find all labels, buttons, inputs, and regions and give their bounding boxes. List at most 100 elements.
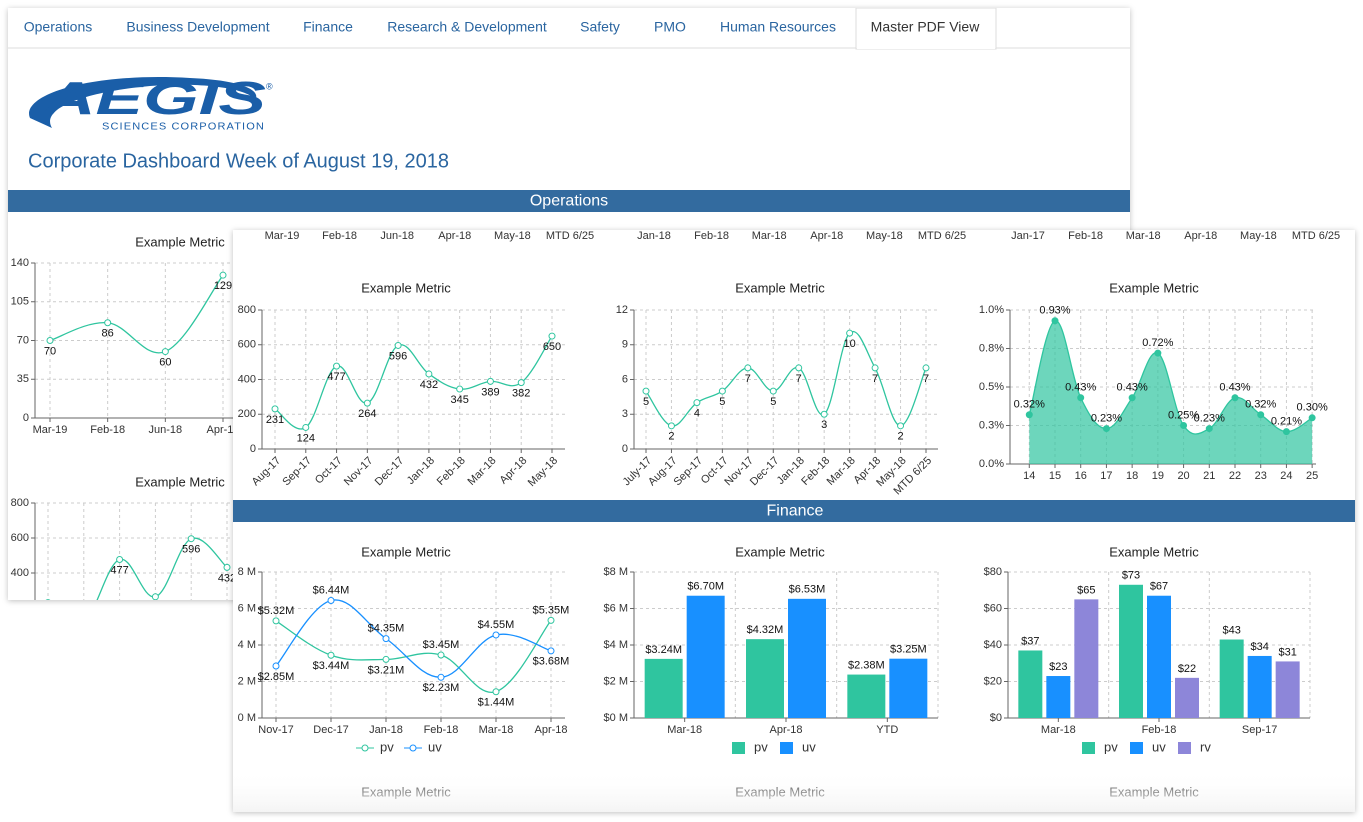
x-tick-label: Mar-18 bbox=[667, 724, 702, 736]
value-label: $67 bbox=[1150, 581, 1168, 593]
tab[interactable]: Human Resources bbox=[720, 19, 836, 35]
section-bar bbox=[8, 190, 1130, 212]
value-label: $3.44M bbox=[313, 660, 350, 672]
value-label: 477 bbox=[110, 564, 128, 576]
value-label: 86 bbox=[102, 328, 114, 340]
point bbox=[1231, 394, 1239, 402]
logo-subtitle: Sciences Corporation bbox=[102, 122, 265, 133]
legend-swatch bbox=[409, 744, 417, 752]
bar bbox=[1275, 661, 1300, 718]
value-label: $4.55M bbox=[478, 619, 515, 631]
point bbox=[382, 655, 390, 663]
legend-swatch bbox=[780, 742, 793, 754]
value-label: 389 bbox=[481, 386, 499, 398]
point bbox=[425, 370, 433, 378]
y-tick-label: 4 M bbox=[238, 639, 256, 651]
tab[interactable]: Safety bbox=[580, 19, 620, 35]
clipped-x-label: Feb-18 bbox=[1068, 230, 1103, 242]
y-tick-label: 8 M bbox=[238, 566, 256, 578]
x-tick-label: 24 bbox=[1280, 470, 1292, 482]
point bbox=[45, 599, 51, 600]
value-label: $4.32M bbox=[747, 624, 784, 636]
point bbox=[871, 364, 879, 372]
point bbox=[1282, 428, 1290, 436]
x-tick-label: Mar-19 bbox=[33, 424, 68, 436]
x-tick-label: 20 bbox=[1177, 470, 1189, 482]
point bbox=[327, 651, 335, 659]
x-tick-label: 19 bbox=[1152, 470, 1164, 482]
value-label: 70 bbox=[44, 345, 56, 357]
legend-label: uv bbox=[428, 739, 442, 754]
point bbox=[795, 364, 803, 372]
point bbox=[223, 563, 231, 571]
value-label: 0.23% bbox=[1091, 412, 1122, 424]
value-label: 596 bbox=[389, 350, 407, 362]
x-tick-label: Nov-17 bbox=[258, 724, 293, 736]
tab[interactable]: Business Development bbox=[126, 19, 269, 35]
tab[interactable]: Operations bbox=[24, 19, 92, 35]
x-tick-label: Apr-18 bbox=[534, 724, 567, 736]
bar bbox=[1175, 677, 1199, 718]
tab[interactable]: PMO bbox=[654, 19, 686, 35]
x-tick-label: 15 bbox=[1049, 470, 1061, 482]
point bbox=[46, 337, 54, 344]
value-label: 2 bbox=[897, 431, 903, 443]
clipped-x-label: Mar-19 bbox=[265, 230, 300, 242]
value-label: $6.70M bbox=[687, 581, 724, 593]
point bbox=[547, 647, 555, 655]
legend-swatch bbox=[1130, 742, 1143, 754]
point bbox=[81, 618, 87, 624]
clipped-x-label: Jan-18 bbox=[637, 230, 671, 242]
point bbox=[219, 271, 227, 279]
y-tick-label: 3 bbox=[622, 408, 628, 420]
value-label: $2.23M bbox=[423, 682, 460, 694]
tab[interactable]: Finance bbox=[303, 19, 353, 35]
value-label: $73 bbox=[1122, 570, 1140, 582]
y-tick-label: 1.0% bbox=[979, 304, 1004, 316]
y-tick-label: 0.5% bbox=[979, 381, 1004, 393]
value-label: 0.93% bbox=[1039, 305, 1070, 317]
tab[interactable]: Master PDF View bbox=[871, 19, 981, 35]
x-tick-label: 18 bbox=[1126, 470, 1138, 482]
value-label: $2.85M bbox=[258, 671, 295, 683]
point bbox=[271, 405, 279, 413]
value-label: 264 bbox=[358, 408, 376, 420]
clipped-x-label: Apr-18 bbox=[810, 230, 843, 242]
value-label: $3.21M bbox=[368, 664, 405, 676]
value-label: 477 bbox=[327, 371, 345, 383]
point bbox=[437, 651, 445, 659]
point bbox=[1051, 317, 1059, 325]
point bbox=[897, 422, 905, 430]
value-label: 345 bbox=[450, 394, 468, 406]
value-label: $3.68M bbox=[533, 656, 570, 668]
tab[interactable]: Research & Development bbox=[387, 19, 547, 35]
x-tick-label: Apr-18 bbox=[206, 424, 239, 436]
value-label: 0.43% bbox=[1065, 382, 1096, 394]
bar bbox=[788, 598, 826, 718]
bar bbox=[1018, 650, 1043, 718]
legend-label: pv bbox=[380, 739, 394, 754]
y-tick-label: 0.8% bbox=[979, 342, 1004, 354]
logo-mark: ® bbox=[266, 81, 273, 91]
value-label: 231 bbox=[266, 414, 284, 426]
bar bbox=[1046, 676, 1071, 718]
y-tick-label: 600 bbox=[11, 532, 29, 544]
value-label: $1.44M bbox=[478, 697, 515, 709]
y-tick-label: 9 bbox=[622, 339, 628, 351]
value-label: $6.44M bbox=[313, 584, 350, 596]
y-tick-label: 0 bbox=[622, 443, 628, 455]
value-label: 7 bbox=[923, 373, 929, 385]
value-label: 231 bbox=[39, 607, 57, 619]
bar bbox=[889, 658, 928, 718]
point bbox=[1308, 414, 1316, 422]
legend-label: pv bbox=[754, 739, 768, 754]
value-label: 0.30% bbox=[1297, 402, 1328, 414]
bar bbox=[686, 595, 725, 718]
legend-swatch bbox=[732, 742, 745, 754]
y-tick-label: 0 bbox=[250, 443, 256, 455]
x-tick-label: Feb-18 bbox=[1142, 724, 1177, 736]
area bbox=[1029, 320, 1313, 464]
value-label: 124 bbox=[75, 626, 93, 638]
point bbox=[922, 364, 930, 372]
